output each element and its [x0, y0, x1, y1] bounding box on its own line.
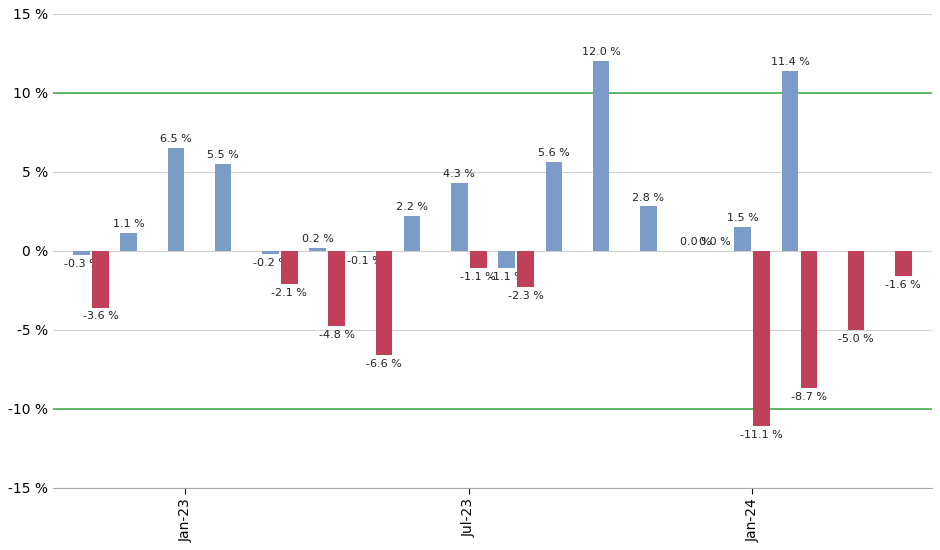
Text: 0.0 %: 0.0 %: [698, 236, 730, 247]
Text: -4.8 %: -4.8 %: [319, 331, 354, 340]
Bar: [753, 251, 770, 426]
Bar: [545, 162, 562, 251]
Text: 1.1 %: 1.1 %: [113, 219, 145, 229]
Text: -0.3 %: -0.3 %: [64, 260, 100, 270]
Bar: [328, 251, 345, 327]
Text: -5.0 %: -5.0 %: [838, 333, 874, 344]
Bar: [895, 251, 912, 276]
Text: -8.7 %: -8.7 %: [791, 392, 827, 402]
Bar: [801, 251, 817, 388]
Bar: [451, 183, 467, 251]
Text: 5.6 %: 5.6 %: [538, 148, 570, 158]
Text: 5.5 %: 5.5 %: [208, 150, 239, 160]
Bar: [281, 251, 298, 284]
Bar: [309, 248, 326, 251]
Text: 4.3 %: 4.3 %: [444, 169, 476, 179]
Bar: [215, 164, 231, 251]
Bar: [640, 206, 656, 251]
Bar: [498, 251, 515, 268]
Text: 12.0 %: 12.0 %: [582, 47, 620, 57]
Bar: [517, 251, 534, 287]
Bar: [593, 61, 609, 251]
Text: -0.2 %: -0.2 %: [253, 258, 289, 268]
Text: -1.1 %: -1.1 %: [489, 272, 525, 282]
Bar: [470, 251, 487, 268]
Text: -1.1 %: -1.1 %: [461, 272, 496, 282]
Text: -11.1 %: -11.1 %: [741, 430, 783, 440]
Bar: [404, 216, 420, 251]
Bar: [167, 148, 184, 251]
Bar: [848, 251, 865, 329]
Text: 6.5 %: 6.5 %: [160, 134, 192, 144]
Text: -2.3 %: -2.3 %: [508, 291, 543, 301]
Bar: [120, 233, 137, 251]
Text: 11.4 %: 11.4 %: [771, 57, 809, 67]
Bar: [734, 227, 751, 251]
Text: -3.6 %: -3.6 %: [83, 311, 118, 321]
Bar: [356, 251, 373, 252]
Text: -6.6 %: -6.6 %: [366, 359, 401, 369]
Bar: [262, 251, 279, 254]
Text: -1.6 %: -1.6 %: [885, 280, 921, 290]
Text: -0.1 %: -0.1 %: [347, 256, 383, 266]
Text: -2.1 %: -2.1 %: [272, 288, 307, 298]
Text: 0.2 %: 0.2 %: [302, 234, 334, 244]
Bar: [376, 251, 392, 355]
Text: 1.5 %: 1.5 %: [727, 213, 759, 223]
Bar: [92, 251, 109, 307]
Text: 2.2 %: 2.2 %: [396, 202, 428, 212]
Bar: [782, 70, 798, 251]
Text: 2.8 %: 2.8 %: [633, 192, 665, 202]
Bar: [73, 251, 90, 255]
Text: 0.0 %: 0.0 %: [680, 236, 712, 247]
